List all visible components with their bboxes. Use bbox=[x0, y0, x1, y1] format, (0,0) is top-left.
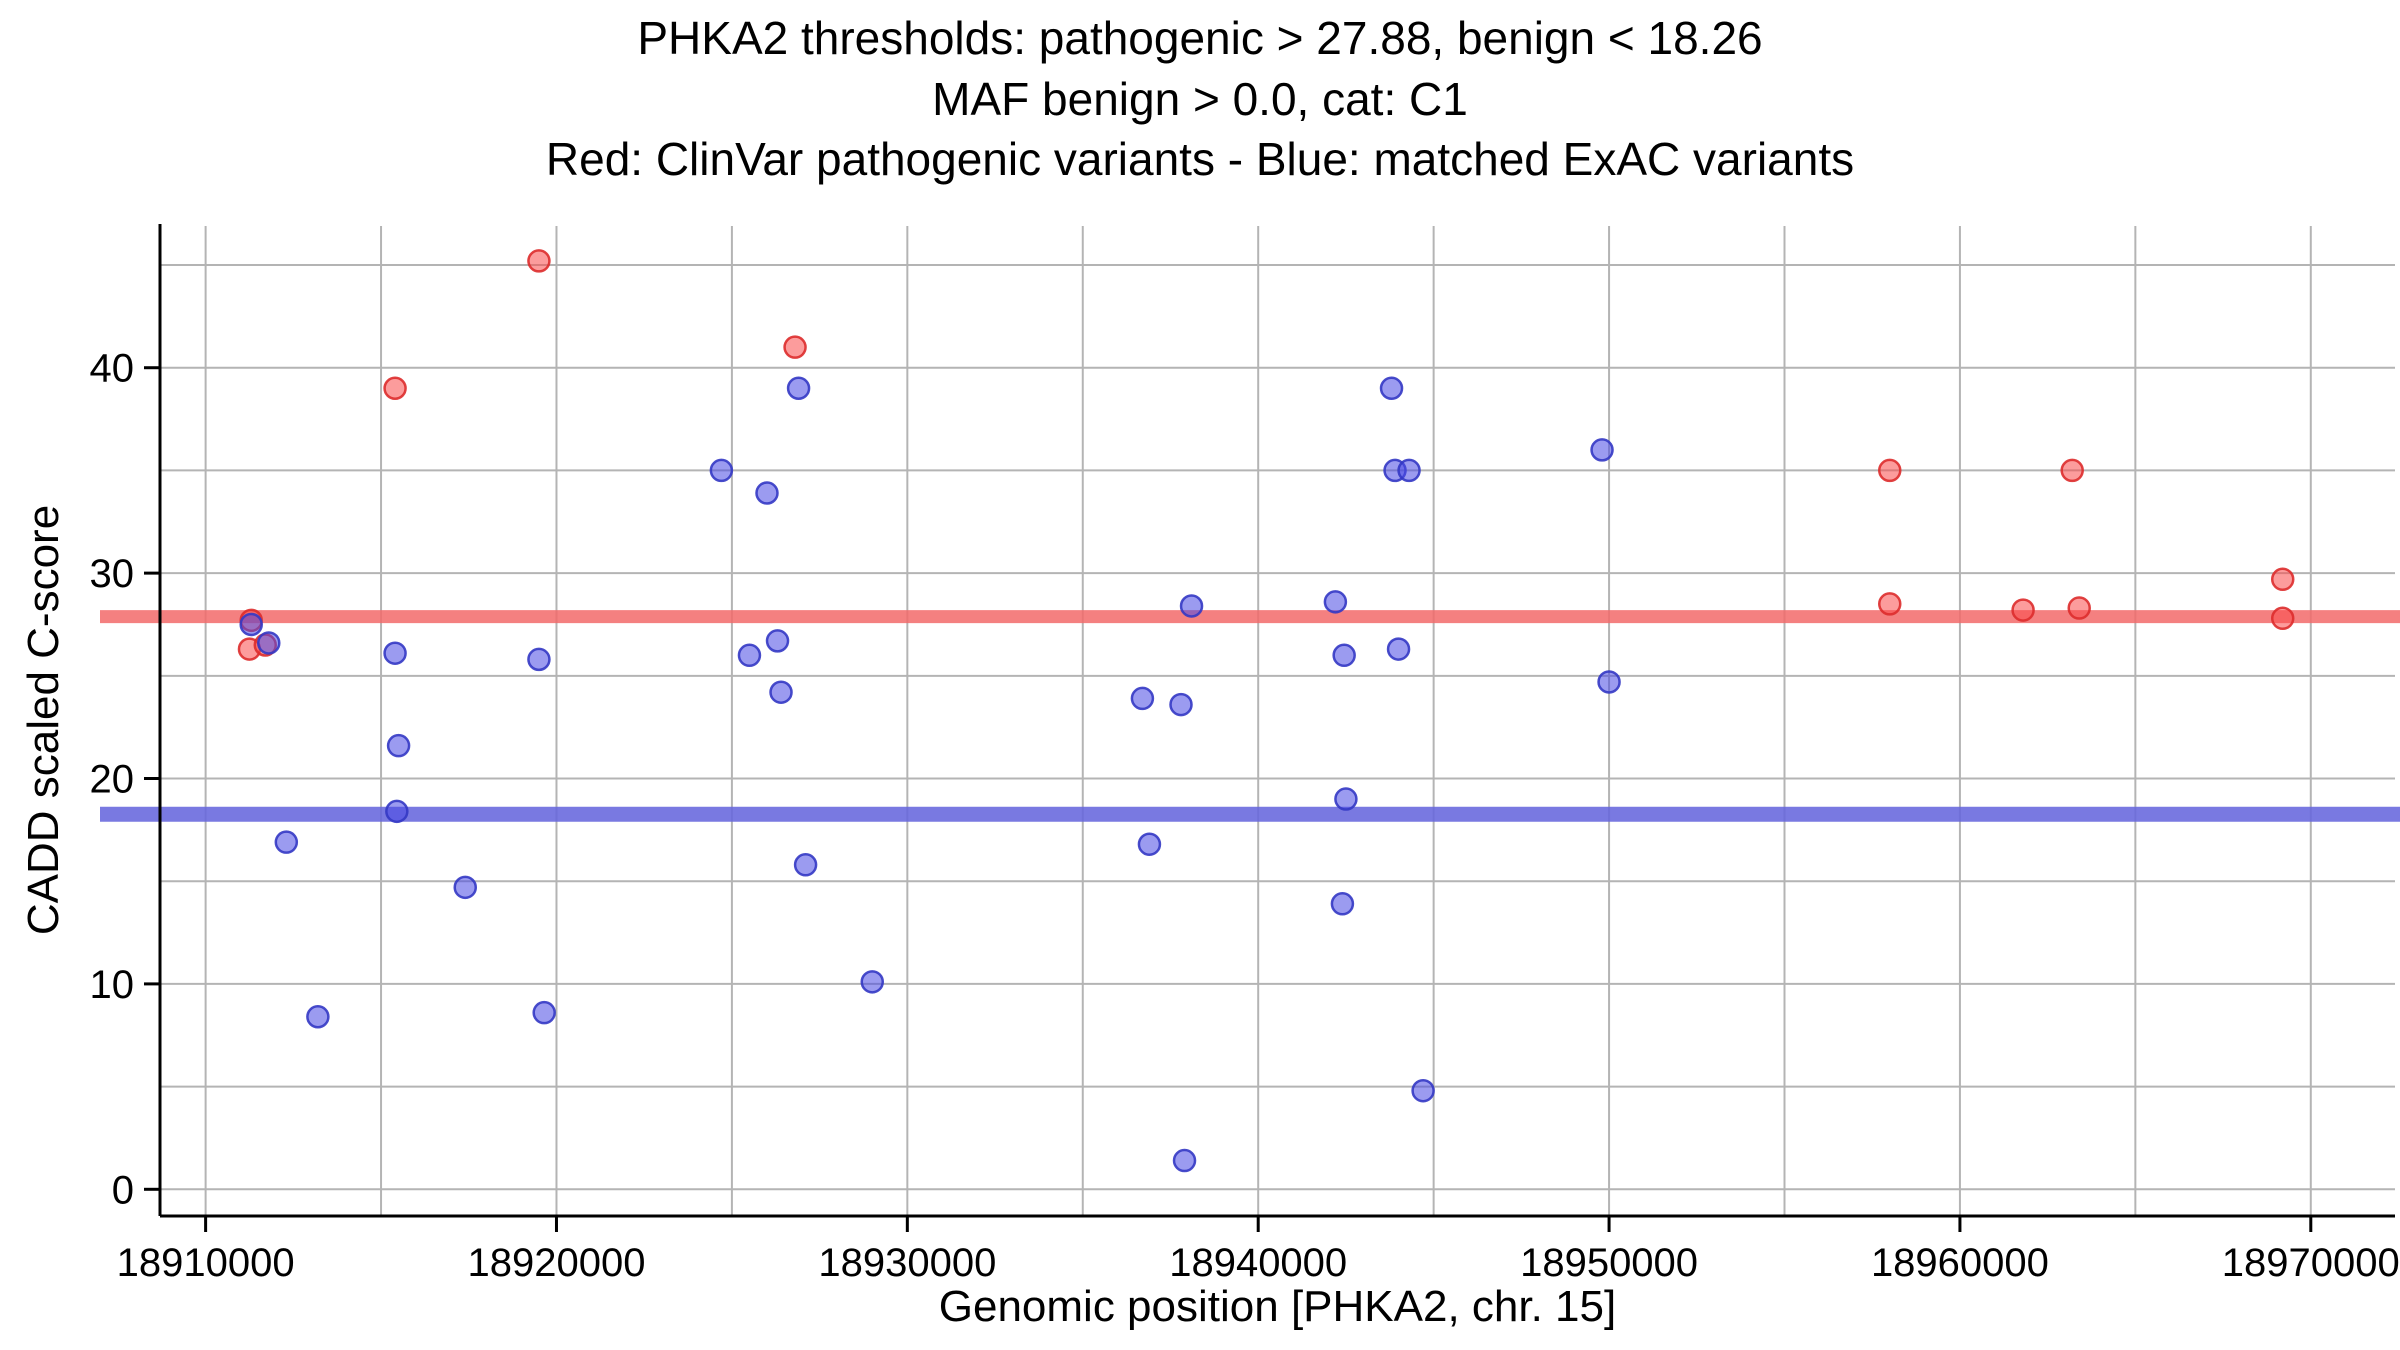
data-point bbox=[755, 481, 779, 505]
y-tick-label: 20 bbox=[90, 758, 135, 802]
data-point bbox=[1878, 592, 1902, 616]
data-point bbox=[793, 853, 818, 877]
data-point bbox=[527, 249, 551, 273]
data-point bbox=[1590, 438, 1614, 462]
x-tick-label: 18960000 bbox=[1871, 1241, 2049, 1285]
data-point bbox=[1169, 692, 1193, 717]
x-tick-label: 18920000 bbox=[467, 1241, 645, 1285]
y-tick-label: 0 bbox=[112, 1168, 134, 1212]
data-point bbox=[2067, 596, 2091, 620]
data-point bbox=[1172, 1148, 1197, 1173]
tick-marks bbox=[144, 366, 2313, 1232]
data-point bbox=[1379, 376, 1404, 401]
data-point bbox=[527, 647, 551, 672]
tick-labels: 18910000 18920000 18930000 18940000 18950000… bbox=[90, 347, 2400, 1285]
data-point bbox=[2060, 458, 2084, 483]
data-point bbox=[786, 376, 811, 401]
data-point bbox=[1330, 892, 1355, 916]
gridlines bbox=[160, 226, 2395, 1216]
data-point bbox=[1332, 643, 1356, 668]
x-tick-label: 18970000 bbox=[2222, 1241, 2400, 1285]
title-line-maf: MAF benign > 0.0, cat: C1 bbox=[932, 72, 1468, 125]
data-point bbox=[453, 875, 478, 900]
data-point bbox=[765, 629, 790, 653]
data-point bbox=[386, 733, 411, 758]
x-tick-label: 18930000 bbox=[818, 1241, 996, 1285]
data-point bbox=[2270, 606, 2295, 631]
data-point bbox=[1130, 686, 1155, 711]
data-point bbox=[1323, 590, 1348, 614]
data-point bbox=[257, 631, 281, 655]
data-point bbox=[2270, 567, 2295, 592]
data-point bbox=[1386, 637, 1411, 661]
y-tick-label: 30 bbox=[90, 552, 135, 596]
chart-title: PHKA2 thresholds: pathogenic > 27.88, be… bbox=[0, 8, 2400, 190]
data-point bbox=[383, 376, 407, 401]
data-point bbox=[783, 335, 807, 359]
y-tick-label: 10 bbox=[90, 963, 135, 1007]
data-point bbox=[1411, 1078, 1435, 1103]
data-point bbox=[2011, 598, 2035, 622]
x-tick-label: 18940000 bbox=[1169, 1241, 1347, 1285]
data-point bbox=[274, 830, 299, 854]
data-point bbox=[1179, 594, 1204, 618]
axes bbox=[158, 224, 2395, 1218]
data-point bbox=[709, 458, 734, 483]
data-point bbox=[385, 799, 409, 824]
data-points-exac bbox=[239, 376, 1621, 1173]
data-point bbox=[532, 1000, 556, 1025]
data-point bbox=[383, 641, 407, 665]
title-line-thresholds: PHKA2 thresholds: pathogenic > 27.88, be… bbox=[637, 12, 1763, 64]
x-axis-label: Genomic position [PHKA2, chr. 15] bbox=[938, 1282, 1617, 1331]
x-tick-label: 18950000 bbox=[1520, 1241, 1698, 1285]
data-point bbox=[769, 680, 793, 704]
data-point bbox=[1137, 832, 1162, 856]
data-points-pathogenic bbox=[237, 249, 2295, 661]
data-point bbox=[239, 612, 263, 637]
data-point bbox=[860, 970, 885, 994]
y-tick-label: 40 bbox=[90, 347, 135, 391]
title-line-legend: Red: ClinVar pathogenic variants - Blue:… bbox=[545, 133, 1855, 186]
data-point bbox=[1397, 458, 1421, 483]
data-point bbox=[306, 1005, 330, 1029]
data-point bbox=[1334, 787, 1358, 811]
x-tick-label: 18910000 bbox=[117, 1241, 295, 1285]
data-point bbox=[1597, 670, 1621, 694]
data-point bbox=[1878, 458, 1902, 483]
y-axis-label: CADD scaled C-score bbox=[19, 504, 68, 936]
data-point bbox=[737, 643, 762, 668]
